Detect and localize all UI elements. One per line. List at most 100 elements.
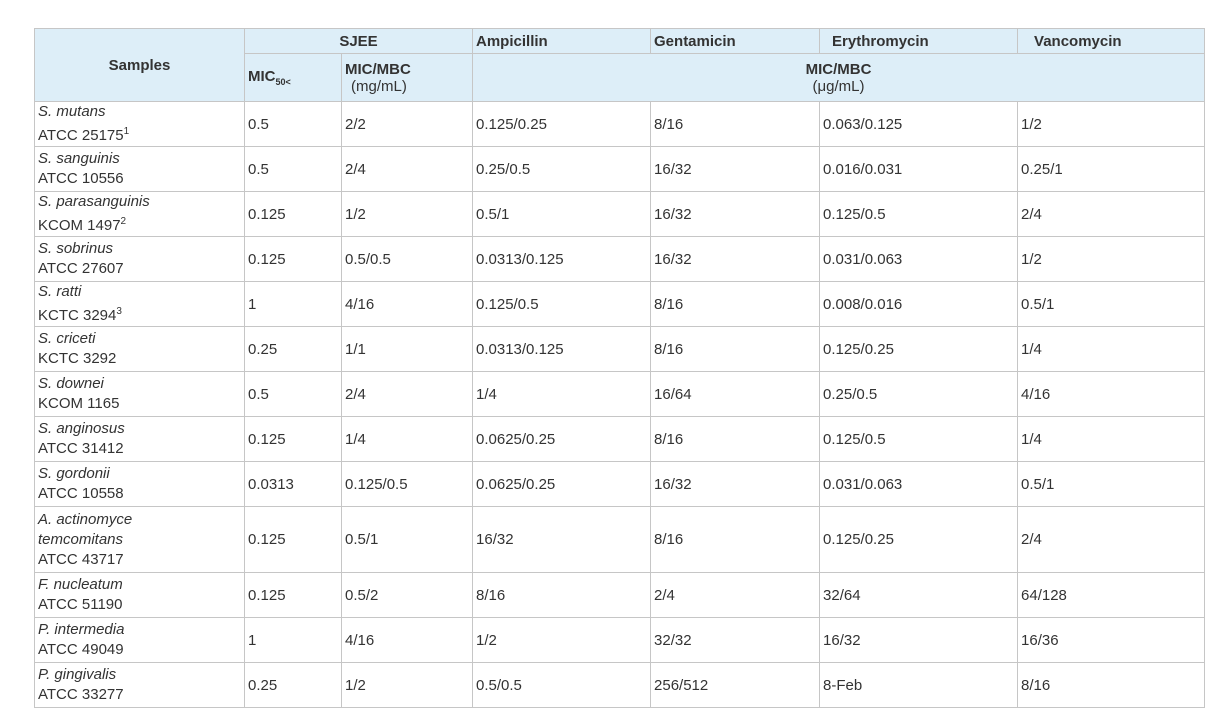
table-row: S. gordonii ATCC 10558 0.0313 0.125/0.5 0.06… <box>34 461 1206 507</box>
value-erythromycin: 0.016/0.031 <box>819 146 1019 192</box>
table-row: S. parasanguinis KCOM 14972 0.125 1/2 0.5/1 1… <box>34 191 1206 237</box>
sample-cell: S. downei KCOM 1165 <box>34 371 245 417</box>
header-abx-unit: (μg/mL) <box>812 77 865 95</box>
value-mic50: 0.125 <box>244 506 342 573</box>
strain-text: KCOM 1165 <box>38 395 120 412</box>
value-erythromycin: 0.008/0.016 <box>819 281 1019 327</box>
value-vancomycin: 2/4 <box>1017 191 1206 237</box>
strain-id: KCOM 14972 <box>38 212 241 236</box>
value-ampicillin: 0.0625/0.25 <box>472 416 652 462</box>
value-vancomycin: 1/2 <box>1017 236 1206 282</box>
value-erythromycin: 32/64 <box>819 572 1019 618</box>
header-antibiotic-mic-mbc: MIC/MBC (μg/mL) <box>472 53 1206 102</box>
value-mic50: 0.25 <box>244 326 342 372</box>
value-mic50: 0.125 <box>244 191 342 237</box>
value-gentamicin: 256/512 <box>650 662 821 708</box>
value-mic50: 0.5 <box>244 101 342 147</box>
value-sjee: 0.5/0.5 <box>340 236 474 282</box>
value-gentamicin: 16/32 <box>650 191 821 237</box>
value-vancomycin: 1/2 <box>1017 101 1206 147</box>
value-sjee: 2/4 <box>340 371 474 417</box>
value-sjee: 2/4 <box>340 146 474 192</box>
value-ampicillin: 1/2 <box>472 617 652 663</box>
footnote-marker: 3 <box>116 306 122 317</box>
header-sjee-unit: (mg/mL) <box>351 77 407 95</box>
table-container: Samples SJEE Ampicillin Gentamicin Eryth… <box>34 28 1206 708</box>
strain-text: ATCC 49049 <box>38 641 124 658</box>
sample-cell: S. ratti KCTC 32943 <box>34 281 245 327</box>
sample-cell: F. nucleatum ATCC 51190 <box>34 572 245 618</box>
strain-text: ATCC 10556 <box>38 170 124 187</box>
value-ampicillin: 0.0625/0.25 <box>472 461 652 507</box>
table-row: P. intermedia ATCC 49049 1 4/16 1/2 32/32 16/3… <box>34 617 1206 663</box>
species-name: S. parasanguinis <box>38 193 150 210</box>
value-ampicillin: 0.0313/0.125 <box>472 236 652 282</box>
value-gentamicin: 8/16 <box>650 281 821 327</box>
species-name: S. sanguinis <box>38 150 120 167</box>
table-row: S. mutans ATCC 251751 0.5 2/2 0.125/0.25 8/16… <box>34 101 1206 147</box>
value-sjee: 0.125/0.5 <box>340 461 474 507</box>
strain-id: ATCC 33277 <box>38 685 241 705</box>
sample-cell: P. intermedia ATCC 49049 <box>34 617 245 663</box>
value-gentamicin: 16/32 <box>650 146 821 192</box>
value-erythromycin: 0.125/0.5 <box>819 191 1019 237</box>
value-sjee: 4/16 <box>340 617 474 663</box>
sample-cell: S. mutans ATCC 251751 <box>34 101 245 147</box>
strain-id: ATCC 31412 <box>38 439 241 459</box>
value-vancomycin: 4/16 <box>1017 371 1206 417</box>
species-name: P. intermedia <box>38 621 125 638</box>
species-name: S. anginosus <box>38 420 125 437</box>
strain-id: ATCC 10558 <box>38 484 241 504</box>
sample-cell: S. gordonii ATCC 10558 <box>34 461 245 507</box>
value-sjee: 1/2 <box>340 662 474 708</box>
footnote-marker: 1 <box>123 126 130 137</box>
header-mic-subscript: 50< <box>275 77 291 87</box>
value-erythromycin: 8-Feb <box>819 662 1019 708</box>
value-sjee: 0.5/2 <box>340 572 474 618</box>
value-sjee: 1/2 <box>340 191 474 237</box>
value-ampicillin: 0.5/0.5 <box>472 662 652 708</box>
species-name: S. gordonii <box>38 465 110 482</box>
value-sjee: 2/2 <box>340 101 474 147</box>
header-sjee-mic-mbc-label: MIC/MBC <box>345 60 411 78</box>
value-ampicillin: 16/32 <box>472 506 652 573</box>
value-ampicillin: 0.125/0.5 <box>472 281 652 327</box>
header-row-1: Samples SJEE Ampicillin Gentamicin Eryth… <box>34 28 1206 102</box>
strain-id: ATCC 51190 <box>38 595 241 615</box>
value-gentamicin: 8/16 <box>650 416 821 462</box>
value-gentamicin: 16/32 <box>650 461 821 507</box>
strain-id: ATCC 10556 <box>38 169 241 189</box>
species-name: F. nucleatum <box>38 576 123 593</box>
table-row: A. actinomyce temcomitans ATCC 43717 0.125… <box>34 506 1206 573</box>
value-ampicillin: 0.25/0.5 <box>472 146 652 192</box>
value-mic50: 0.125 <box>244 572 342 618</box>
table-row: S. sobrinus ATCC 27607 0.125 0.5/0.5 0.0313/… <box>34 236 1206 282</box>
table-row: F. nucleatum ATCC 51190 0.125 0.5/2 8/16 2/4 3… <box>34 572 1206 618</box>
value-erythromycin: 0.031/0.063 <box>819 461 1019 507</box>
strain-id: ATCC 49049 <box>38 640 241 660</box>
table-row: S. criceti KCTC 3292 0.25 1/1 0.0313/0.125 8/… <box>34 326 1206 372</box>
value-vancomycin: 8/16 <box>1017 662 1206 708</box>
strain-text: ATCC 43717 <box>38 550 124 568</box>
header-abx-mic-mbc-label: MIC/MBC <box>805 60 872 78</box>
value-erythromycin: 0.063/0.125 <box>819 101 1019 147</box>
value-mic50: 0.125 <box>244 236 342 282</box>
value-vancomycin: 1/4 <box>1017 416 1206 462</box>
value-vancomycin: 0.5/1 <box>1017 281 1206 327</box>
value-sjee: 1/1 <box>340 326 474 372</box>
strain-text: ATCC 33277 <box>38 686 124 703</box>
header-row-2: MIC50< MIC/MBC (mg/mL) MIC/MBC (μg/mL) <box>35 53 1206 102</box>
sample-cell: S. anginosus ATCC 31412 <box>34 416 245 462</box>
species-name: S. criceti <box>38 330 96 347</box>
value-erythromycin: 0.125/0.5 <box>819 416 1019 462</box>
value-ampicillin: 0.5/1 <box>472 191 652 237</box>
value-mic50: 1 <box>244 281 342 327</box>
strain-id: ATCC 27607 <box>38 259 241 279</box>
strain-text: ATCC 10558 <box>38 485 124 502</box>
strain-text: KCTC 3292 <box>38 350 117 367</box>
header-gentamicin: Gentamicin <box>650 28 821 54</box>
value-sjee: 4/16 <box>340 281 474 327</box>
value-vancomycin: 0.25/1 <box>1017 146 1206 192</box>
strain-text: ATCC 51190 <box>38 596 123 613</box>
value-gentamicin: 16/32 <box>650 236 821 282</box>
